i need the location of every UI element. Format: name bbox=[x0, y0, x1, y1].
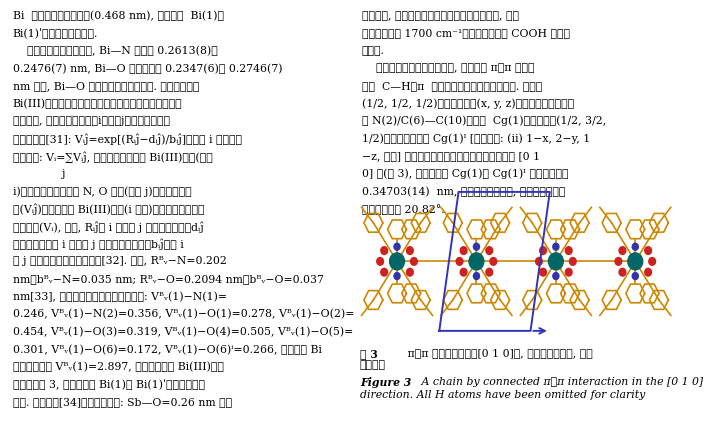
Circle shape bbox=[549, 253, 563, 270]
Circle shape bbox=[645, 247, 652, 255]
Text: Bi(III)原子周围的配位环境及配位键的强弱有一个进一: Bi(III)原子周围的配位环境及配位键的强弱有一个进一 bbox=[13, 99, 182, 109]
Circle shape bbox=[566, 268, 572, 276]
Text: 在标题配合物的晶体结构中, 短距离的 π⋯π 相互作: 在标题配合物的晶体结构中, 短距离的 π⋯π 相互作 bbox=[362, 63, 534, 73]
Text: 在红外图谱中 1700 cm⁻¹附近没有观察到 COOH 的特征: 在红外图谱中 1700 cm⁻¹附近没有观察到 COOH 的特征 bbox=[362, 28, 570, 38]
Text: nm、bᴮᵥ−N=0.035 nm; Rᴮᵥ−O=0.2094 nm、bᴮᵥ−O=0.037: nm、bᴮᵥ−N=0.035 nm; Rᴮᵥ−O=0.2094 nm、bᴮᵥ−O… bbox=[13, 274, 324, 284]
Circle shape bbox=[469, 253, 484, 270]
Text: 法线的夹角是 20.82°.: 法线的夹角是 20.82°. bbox=[362, 204, 445, 214]
Text: 用和  C—H⋯π  氢键连接分子形成二维的结构. 中心在: 用和 C—H⋯π 氢键连接分子形成二维的结构. 中心在 bbox=[362, 81, 542, 91]
Text: −z, 下同] 通过连续倒反和平移操作连结分子形成 [0 1: −z, 下同] 通过连续倒反和平移操作连结分子形成 [0 1 bbox=[362, 151, 540, 161]
Text: 吸收峰.: 吸收峰. bbox=[362, 46, 385, 56]
Text: 环 N(2)/C(6)—C(10)的质心  Cg(1)对者中心在(1/2, 3/2,: 环 N(2)/C(6)—C(10)的质心 Cg(1)对者中心在(1/2, 3/2… bbox=[362, 116, 606, 126]
Text: 图 3: 图 3 bbox=[360, 348, 378, 359]
Circle shape bbox=[411, 258, 417, 265]
Text: 为晶体学数据中 i 原子和 j 原子之间的键距、bᵢĵ是与 i: 为晶体学数据中 i 原子和 j 原子之间的键距、bᵢĵ是与 i bbox=[13, 239, 184, 250]
Text: 的化合价数 3, 也表明原子 Bi(1)和 Bi(1)ʹ之间存在相互: 的化合价数 3, 也表明原子 Bi(1)和 Bi(1)ʹ之间存在相互 bbox=[13, 379, 205, 390]
Text: Bi(1)ʹ之间存在相互作用.: Bi(1)ʹ之间存在相互作用. bbox=[13, 28, 98, 39]
Circle shape bbox=[456, 258, 463, 265]
Text: 和 j 两个原子性质相关的参数[32]. 此处, Rᴮᵥ−N=0.202: 和 j 两个原子性质相关的参数[32]. 此处, Rᴮᵥ−N=0.202 bbox=[13, 256, 227, 266]
Text: 合价公式: Vᵢ=∑Vᵢĵ, 可以计算配合物中 Bi(III)原子(原子: 合价公式: Vᵢ=∑Vᵢĵ, 可以计算配合物中 Bi(III)原子(原子 bbox=[13, 151, 213, 162]
Circle shape bbox=[566, 247, 572, 255]
Circle shape bbox=[381, 268, 387, 276]
Circle shape bbox=[381, 247, 387, 255]
Text: 0.301, Vᴮᵥ(1)−O(6)=0.172, Vᴮᵥ(1)−O(6)ⁱ=0.266, 九配位的 Bi: 0.301, Vᴮᵥ(1)−O(6)=0.172, Vᴮᵥ(1)−O(6)ⁱ=0… bbox=[13, 344, 322, 354]
Text: Figure 3: Figure 3 bbox=[360, 377, 411, 388]
Circle shape bbox=[474, 272, 479, 280]
Circle shape bbox=[628, 253, 643, 270]
Text: 数计算公式[31]: Vᵢĵ=exp[(Rᵢĵ−dᵢĵ)/bᵢĵ]和围绕 i 原子总化: 数计算公式[31]: Vᵢĵ=exp[(Rᵢĵ−dᵢĵ)/bᵢĵ]和围绕 i 原… bbox=[13, 134, 242, 145]
Circle shape bbox=[615, 258, 621, 265]
Text: 0.2476(7) nm, Bi—O 键的距离在 0.2347(6)到 0.2746(7): 0.2476(7) nm, Bi—O 键的距离在 0.2347(6)到 0.27… bbox=[13, 63, 282, 74]
Circle shape bbox=[486, 247, 493, 255]
Text: 步的认识, 利用两个相邻原子i与原子j之间成键的键价: 步的认识, 利用两个相邻原子i与原子j之间成键的键价 bbox=[13, 116, 170, 126]
Text: nm 之间, Bi—O 键距有一个较大的范围. 为了对围绕着: nm 之间, Bi—O 键距有一个较大的范围. 为了对围绕着 bbox=[13, 81, 199, 91]
Circle shape bbox=[407, 247, 414, 255]
Text: 原子总键价数 Vᴮᵥ(1)=2.897, 这个值略小于 Bi(III)离子: 原子总键价数 Vᴮᵥ(1)=2.897, 这个值略小于 Bi(III)离子 bbox=[13, 362, 223, 372]
Text: direction. All H atoms have been omitted for clarity: direction. All H atoms have been omitted… bbox=[360, 390, 645, 400]
Text: 数(Vᵢĵ)以及围绕者 Bi(III)原子(i 原子)的各个配位键的键: 数(Vᵢĵ)以及围绕者 Bi(III)原子(i 原子)的各个配位键的键 bbox=[13, 204, 204, 215]
Circle shape bbox=[553, 272, 559, 280]
Text: 在配合物的晶体结构中, Bi—N 键距为 0.2613(8)和: 在配合物的晶体结构中, Bi—N 键距为 0.2613(8)和 bbox=[13, 46, 218, 56]
Text: (1/2, 1/2, 1/2)的分子坐标在(x, y, z)的配体邻菲罗琳上的: (1/2, 1/2, 1/2)的分子坐标在(x, y, z)的配体邻菲罗琳上的 bbox=[362, 99, 574, 109]
Circle shape bbox=[645, 268, 652, 276]
Circle shape bbox=[539, 268, 547, 276]
Text: Bi  原子的范德华半径和(0.468 nm), 表明原子  Bi(1)和: Bi 原子的范德华半径和(0.468 nm), 表明原子 Bi(1)和 bbox=[13, 11, 223, 21]
Text: 了氢原子: 了氢原子 bbox=[360, 360, 386, 371]
Circle shape bbox=[486, 268, 493, 276]
Text: π⋯π 相互作用连结的[0 1 0]链, 为了图形的清楚, 省掉: π⋯π 相互作用连结的[0 1 0]链, 为了图形的清楚, 省掉 bbox=[397, 348, 592, 358]
Circle shape bbox=[460, 247, 467, 255]
Circle shape bbox=[649, 258, 655, 265]
Circle shape bbox=[460, 268, 467, 276]
Text: 作用. 按照文献[34]中提出的建议: Sb—O=0.26 nm 作为: 作用. 按照文献[34]中提出的建议: Sb—O=0.26 nm 作为 bbox=[13, 397, 232, 407]
Circle shape bbox=[490, 258, 497, 265]
Circle shape bbox=[619, 268, 626, 276]
Text: 0.246, Vᴮᵥ(1)−N(2)=0.356, Vᴮᵥ(1)−O(1)=0.278, Vᴮᵥ(1)−O(2)=: 0.246, Vᴮᵥ(1)−N(2)=0.356, Vᴮᵥ(1)−O(1)=0.… bbox=[13, 309, 354, 319]
Text: 被质子化, 这与配合物的红外图谱数据是一致的, 因为: 被质子化, 这与配合物的红外图谱数据是一致的, 因为 bbox=[362, 11, 519, 21]
Circle shape bbox=[377, 258, 383, 265]
Circle shape bbox=[569, 258, 576, 265]
Text: 0.34703(14)  nm, 两个环面是平行的, 质心连线与环面: 0.34703(14) nm, 两个环面是平行的, 质心连线与环面 bbox=[362, 186, 566, 197]
Circle shape bbox=[632, 243, 638, 250]
Circle shape bbox=[394, 272, 400, 280]
Text: nm[33], 对标题配合物的计算结果如下: Vᴮᵥ(1)−N(1)=: nm[33], 对标题配合物的计算结果如下: Vᴮᵥ(1)−N(1)= bbox=[13, 291, 227, 302]
Circle shape bbox=[632, 272, 638, 280]
Text: 1/2)的分子上环质心 Cg(1)ᴵ [对称坐标: (ii) 1−x, 2−y, 1: 1/2)的分子上环质心 Cg(1)ᴵ [对称坐标: (ii) 1−x, 2−y,… bbox=[362, 134, 590, 144]
Text: 0.454, Vᴮᵥ(1)−O(3)=0.319, Vᴮᵥ(1)−O(4)=0.505, Vᴮᵥ(1)−O(5)=: 0.454, Vᴮᵥ(1)−O(3)=0.319, Vᴮᵥ(1)−O(4)=0.… bbox=[13, 327, 353, 337]
Text: A chain by connected π⋯π interaction in the [0 1 0]: A chain by connected π⋯π interaction in … bbox=[411, 377, 703, 387]
Circle shape bbox=[394, 243, 400, 250]
Circle shape bbox=[553, 243, 559, 250]
Text: 0] 链(图 3), 其中环质心 Cg(1)与 Cg(1)ᴵ 之间的距离是: 0] 链(图 3), 其中环质心 Cg(1)与 Cg(1)ᴵ 之间的距离是 bbox=[362, 169, 568, 179]
Text: i)与其周围每个配位的 N, O 原子(原子 j)间的配位键价: i)与其周围每个配位的 N, O 原子(原子 j)间的配位键价 bbox=[13, 186, 192, 197]
Text: 价数总和(Vᵢ), 式中, Rᵢĵ为 i 原子和 j 原子单键键长、dᵢĵ: 价数总和(Vᵢ), 式中, Rᵢĵ为 i 原子和 j 原子单键键长、dᵢĵ bbox=[13, 221, 204, 233]
Circle shape bbox=[539, 247, 547, 255]
Circle shape bbox=[474, 243, 479, 250]
Circle shape bbox=[536, 258, 542, 265]
Circle shape bbox=[407, 268, 414, 276]
Circle shape bbox=[619, 247, 626, 255]
Text: j: j bbox=[13, 169, 65, 179]
Circle shape bbox=[390, 253, 404, 270]
